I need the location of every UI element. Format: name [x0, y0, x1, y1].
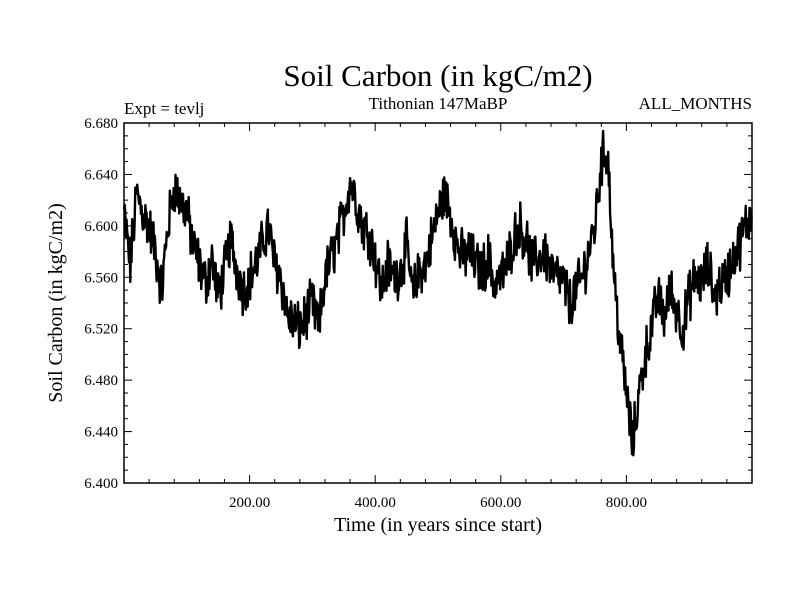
- y-axis-label: Soil Carbon (in kgC/m2): [45, 203, 67, 402]
- x-axis-label: Time (in years since start): [334, 514, 542, 536]
- x-tick-label: 200.00: [229, 495, 270, 511]
- data-series-line: [122, 129, 754, 457]
- x-tick-label: 800.00: [606, 495, 647, 511]
- x-tick-label: 600.00: [480, 495, 521, 511]
- chart-title: Soil Carbon (in kgC/m2): [283, 58, 592, 93]
- y-tick-label: 6.520: [84, 322, 118, 338]
- y-tick-label: 6.480: [84, 373, 118, 389]
- months-label: ALL_MONTHS: [639, 94, 752, 113]
- experiment-label: Expt = tevlj: [124, 99, 204, 118]
- y-tick-label: 6.600: [84, 219, 118, 235]
- y-tick-label: 6.560: [84, 270, 118, 286]
- tick-labels: 6.400 6.440 6.480 6.520 6.560 6.600 6.640 6.680…: [84, 116, 647, 511]
- y-tick-label: 6.640: [84, 167, 118, 183]
- y-tick-label: 6.400: [84, 476, 118, 492]
- y-tick-label: 6.440: [84, 425, 118, 441]
- period-label: Tithonian 147MaBP: [369, 94, 508, 113]
- y-tick-label: 6.680: [84, 116, 118, 132]
- plot-frame: [123, 122, 753, 484]
- x-tick-label: 400.00: [355, 495, 396, 511]
